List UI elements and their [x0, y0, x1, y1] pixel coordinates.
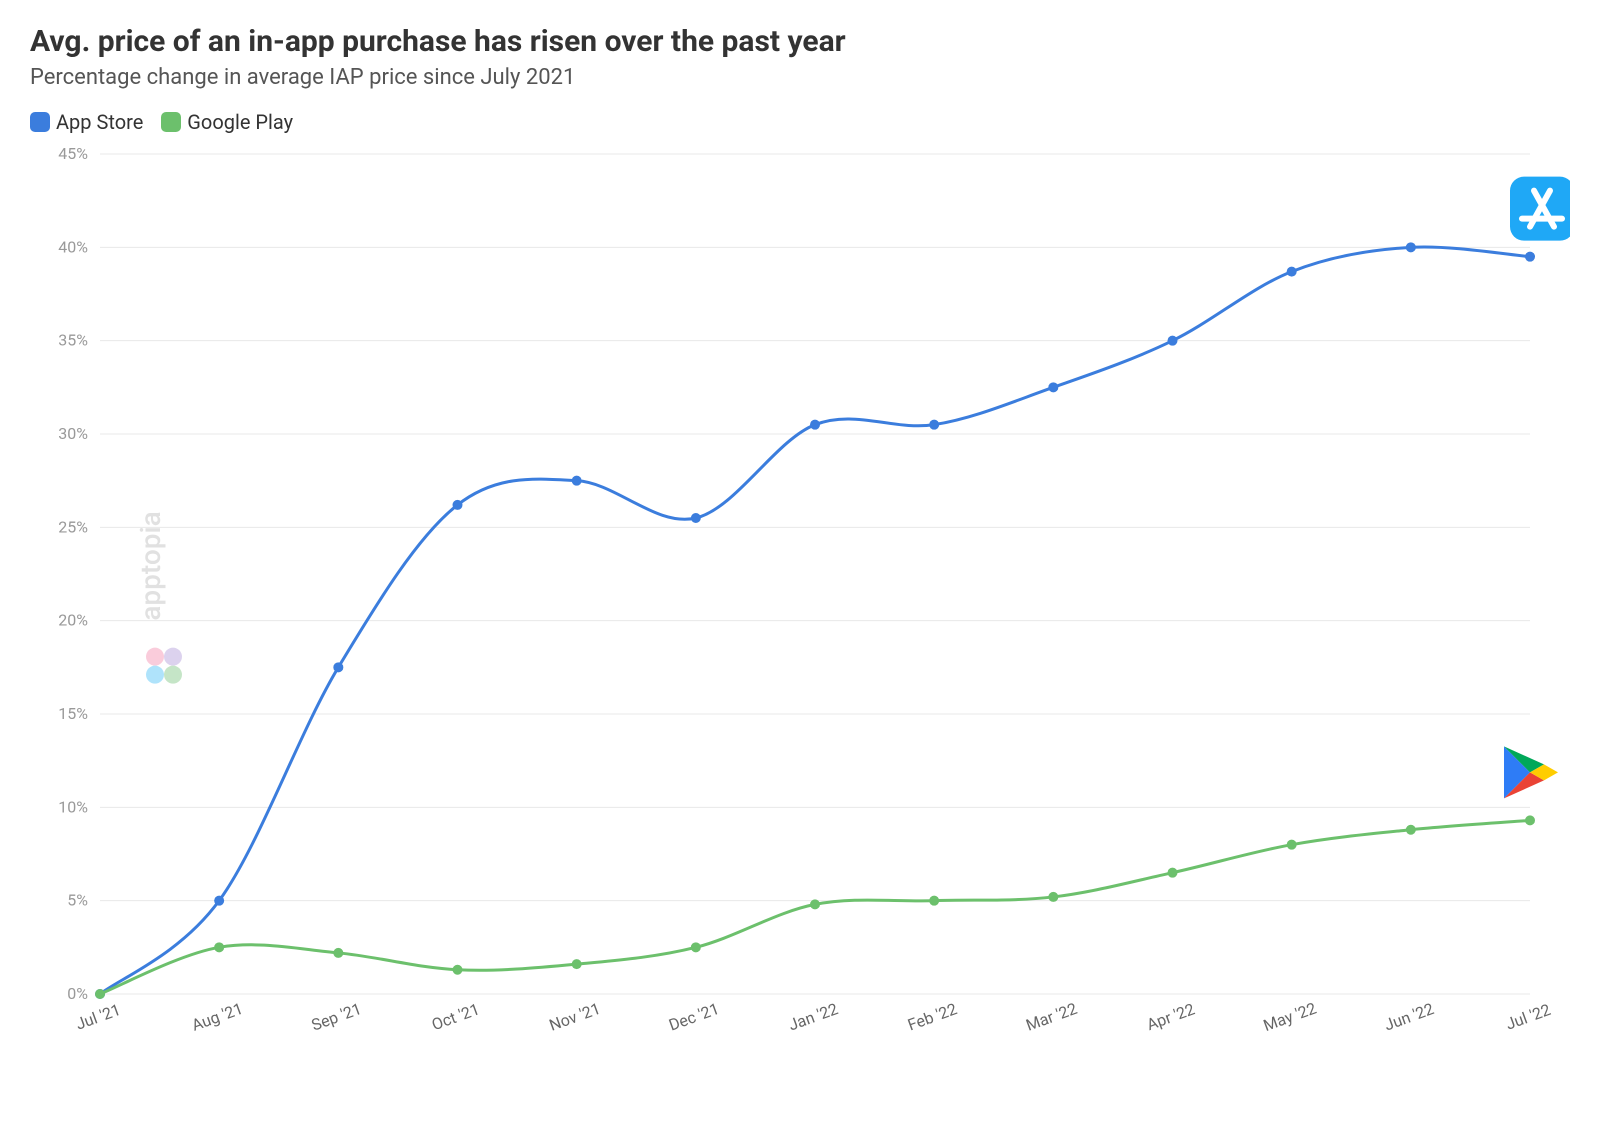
legend-swatch-googleplay	[161, 112, 181, 132]
y-tick-label: 35%	[58, 331, 88, 350]
appstore-icon	[1510, 177, 1570, 241]
watermark: apptopia	[134, 511, 167, 620]
data-point	[1525, 815, 1535, 825]
data-point	[1287, 840, 1297, 850]
data-point	[214, 942, 224, 952]
y-tick-label: 40%	[58, 237, 88, 256]
data-point	[1406, 825, 1416, 835]
data-point	[333, 662, 343, 672]
data-point	[453, 965, 463, 975]
data-point	[691, 513, 701, 523]
data-point	[1406, 242, 1416, 252]
data-point	[1287, 267, 1297, 277]
legend-label-appstore: App Store	[56, 110, 143, 134]
data-point	[333, 948, 343, 958]
legend-item-appstore: App Store	[30, 110, 143, 134]
x-tick-label: Jun '22	[1382, 999, 1437, 1034]
x-tick-label: Jul '22	[1503, 1000, 1553, 1034]
data-point	[1168, 868, 1178, 878]
y-tick-label: 0%	[67, 984, 88, 1003]
googleplay-icon	[1504, 746, 1558, 798]
y-tick-label: 30%	[58, 424, 88, 443]
chart-container: 0% 5% 10% 15% 20% 25% 30% 35% 40% 45% Jul '21 Aug '…	[30, 144, 1570, 1064]
y-tick-label: 25%	[58, 517, 88, 536]
legend: App Store Google Play	[30, 110, 1570, 134]
data-point	[1048, 892, 1058, 902]
data-point	[929, 420, 939, 430]
x-tick-label: Apr '22	[1144, 999, 1197, 1034]
data-point	[1525, 252, 1535, 262]
data-point	[929, 896, 939, 906]
x-tick-label: Dec '21	[666, 999, 721, 1035]
chart-title: Avg. price of an in-app purchase has ris…	[30, 24, 1570, 59]
y-tick-label: 20%	[58, 611, 88, 630]
chart-subtitle: Percentage change in average IAP price s…	[30, 65, 1570, 90]
data-point	[1168, 336, 1178, 346]
data-point	[214, 896, 224, 906]
x-tick-label: May '22	[1261, 999, 1319, 1036]
data-point	[572, 959, 582, 969]
x-tick-label: Jul '21	[73, 1000, 123, 1034]
x-tick-label: Jan '22	[786, 999, 841, 1034]
data-point	[95, 989, 105, 999]
y-tick-label: 10%	[58, 797, 88, 816]
y-tick-label: 15%	[58, 704, 88, 723]
x-tick-label: Aug '21	[189, 999, 245, 1035]
data-point	[453, 500, 463, 510]
x-tick-label: Sep '21	[309, 999, 364, 1035]
line-chart: 0% 5% 10% 15% 20% 25% 30% 35% 40% 45% Jul '21 Aug '…	[30, 144, 1570, 1064]
y-tick-label: 45%	[58, 144, 88, 163]
legend-swatch-appstore	[30, 112, 50, 132]
x-tick-label: Feb '22	[905, 999, 959, 1034]
x-tick-label: Nov '21	[547, 999, 603, 1035]
data-point	[691, 942, 701, 952]
legend-label-googleplay: Google Play	[187, 110, 293, 134]
data-point	[1048, 382, 1058, 392]
legend-item-googleplay: Google Play	[161, 110, 293, 134]
y-tick-label: 5%	[67, 891, 88, 910]
x-tick-label: Oct '21	[429, 999, 482, 1034]
x-tick-label: Mar '22	[1023, 999, 1079, 1035]
data-point	[810, 420, 820, 430]
data-point	[572, 476, 582, 486]
data-point	[810, 899, 820, 909]
